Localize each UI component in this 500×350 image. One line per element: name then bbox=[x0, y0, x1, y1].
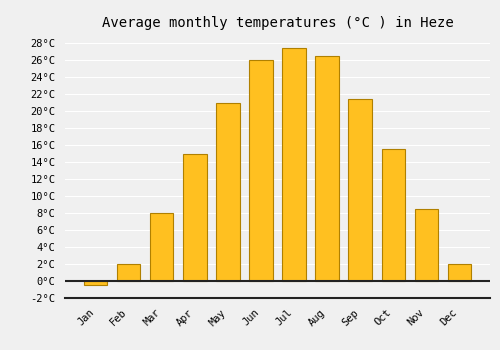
Bar bbox=[282, 48, 306, 281]
Bar bbox=[382, 149, 404, 281]
Bar bbox=[216, 103, 240, 281]
Bar bbox=[316, 56, 338, 281]
Bar bbox=[118, 264, 141, 281]
Bar bbox=[250, 61, 272, 281]
Bar bbox=[150, 213, 174, 281]
Bar bbox=[448, 264, 470, 281]
Bar bbox=[184, 154, 206, 281]
Bar bbox=[84, 281, 108, 285]
Title: Average monthly temperatures (°C ) in Heze: Average monthly temperatures (°C ) in He… bbox=[102, 16, 454, 30]
Bar bbox=[348, 98, 372, 281]
Bar bbox=[414, 209, 438, 281]
